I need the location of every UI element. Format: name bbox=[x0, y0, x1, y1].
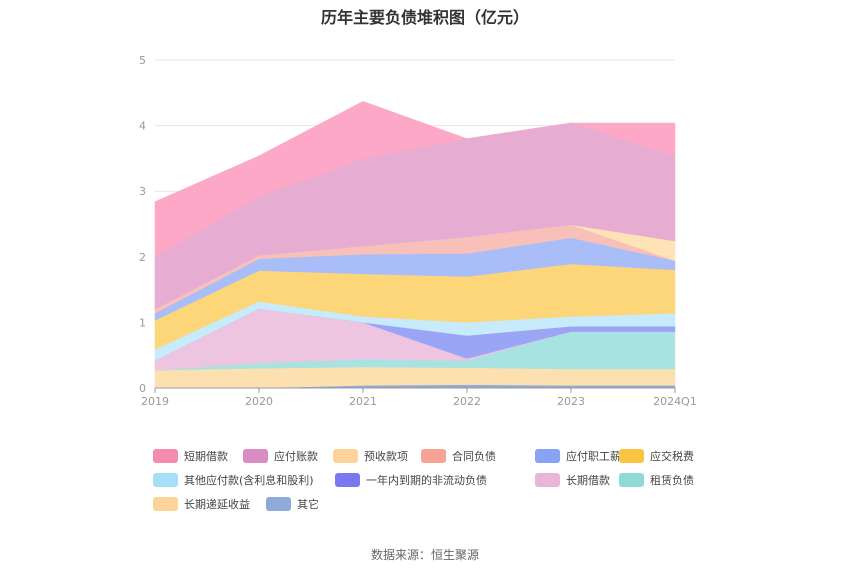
legend-label: 应付职工薪酬 bbox=[566, 450, 632, 463]
area-series bbox=[154, 101, 676, 389]
legend-label: 长期借款 bbox=[566, 474, 610, 487]
legend-label: 应交税费 bbox=[650, 450, 694, 463]
legend-label: 预收款项 bbox=[364, 450, 408, 463]
chart-title: 历年主要负债堆积图（亿元） bbox=[320, 8, 529, 27]
legend-item[interactable]: 应交税费 bbox=[619, 448, 694, 464]
legend-swatch bbox=[421, 449, 446, 463]
legend-swatch bbox=[153, 473, 178, 487]
legend-swatch bbox=[535, 449, 560, 463]
legend-swatch bbox=[535, 473, 560, 487]
legend-item[interactable]: 合同负债 bbox=[421, 448, 496, 464]
x-tick-label: 2019 bbox=[141, 395, 169, 408]
legend-swatch bbox=[153, 497, 178, 511]
legend-item[interactable]: 其他应付款(含利息和股利) bbox=[153, 472, 314, 488]
legend-label: 其他应付款(含利息和股利) bbox=[184, 474, 314, 487]
area-短期借款 bbox=[154, 101, 676, 258]
legend-swatch bbox=[335, 473, 360, 487]
y-tick-label: 3 bbox=[139, 185, 146, 198]
legend-item[interactable]: 应付职工薪酬 bbox=[535, 448, 632, 464]
x-tick-label: 2021 bbox=[349, 395, 377, 408]
legend-label: 应付账款 bbox=[274, 450, 318, 463]
stacked-area-chart: 0 1 2 3 4 5 2019 2020 2021 2022 2023 2024Q1 bbox=[139, 54, 697, 408]
y-tick-label: 1 bbox=[139, 316, 146, 329]
legend-item[interactable]: 租赁负债 bbox=[619, 472, 694, 488]
legend-swatch bbox=[243, 449, 268, 463]
axes: 0 1 2 3 4 5 2019 2020 2021 2022 2023 2024Q1 bbox=[139, 54, 697, 408]
legend-item[interactable]: 其它 bbox=[266, 496, 319, 512]
x-tick-label: 2022 bbox=[453, 395, 481, 408]
x-tick-label: 2024Q1 bbox=[653, 395, 697, 408]
legend-item[interactable]: 一年内到期的非流动负债 bbox=[335, 472, 487, 488]
legend-item[interactable]: 应付账款 bbox=[243, 448, 318, 464]
legend-item[interactable]: 长期递延收益 bbox=[153, 496, 250, 512]
legend-item[interactable]: 短期借款 bbox=[153, 448, 228, 464]
legend-swatch bbox=[333, 449, 358, 463]
legend-label: 一年内到期的非流动负债 bbox=[366, 474, 487, 487]
data-source: 数据来源：恒生聚源 bbox=[370, 548, 479, 562]
legend-label: 短期借款 bbox=[184, 450, 228, 463]
legend-label: 其它 bbox=[297, 498, 319, 511]
legend-swatch bbox=[619, 449, 644, 463]
y-tick-label: 2 bbox=[139, 251, 146, 264]
legend-swatch bbox=[266, 497, 291, 511]
legend-swatch bbox=[153, 449, 178, 463]
area-长期递延收益 bbox=[154, 366, 676, 389]
legend-item[interactable]: 预收款项 bbox=[333, 448, 408, 464]
legend-label: 合同负债 bbox=[452, 450, 496, 463]
x-tick-label: 2023 bbox=[557, 395, 585, 408]
legend-label: 长期递延收益 bbox=[184, 498, 250, 511]
x-tick-label: 2020 bbox=[245, 395, 273, 408]
y-tick-label: 0 bbox=[139, 382, 146, 395]
legend-swatch bbox=[619, 473, 644, 487]
legend-item[interactable]: 长期借款 bbox=[535, 472, 610, 488]
legend-label: 租赁负债 bbox=[650, 474, 694, 487]
y-tick-label: 5 bbox=[139, 54, 146, 67]
y-tick-label: 4 bbox=[139, 120, 146, 133]
